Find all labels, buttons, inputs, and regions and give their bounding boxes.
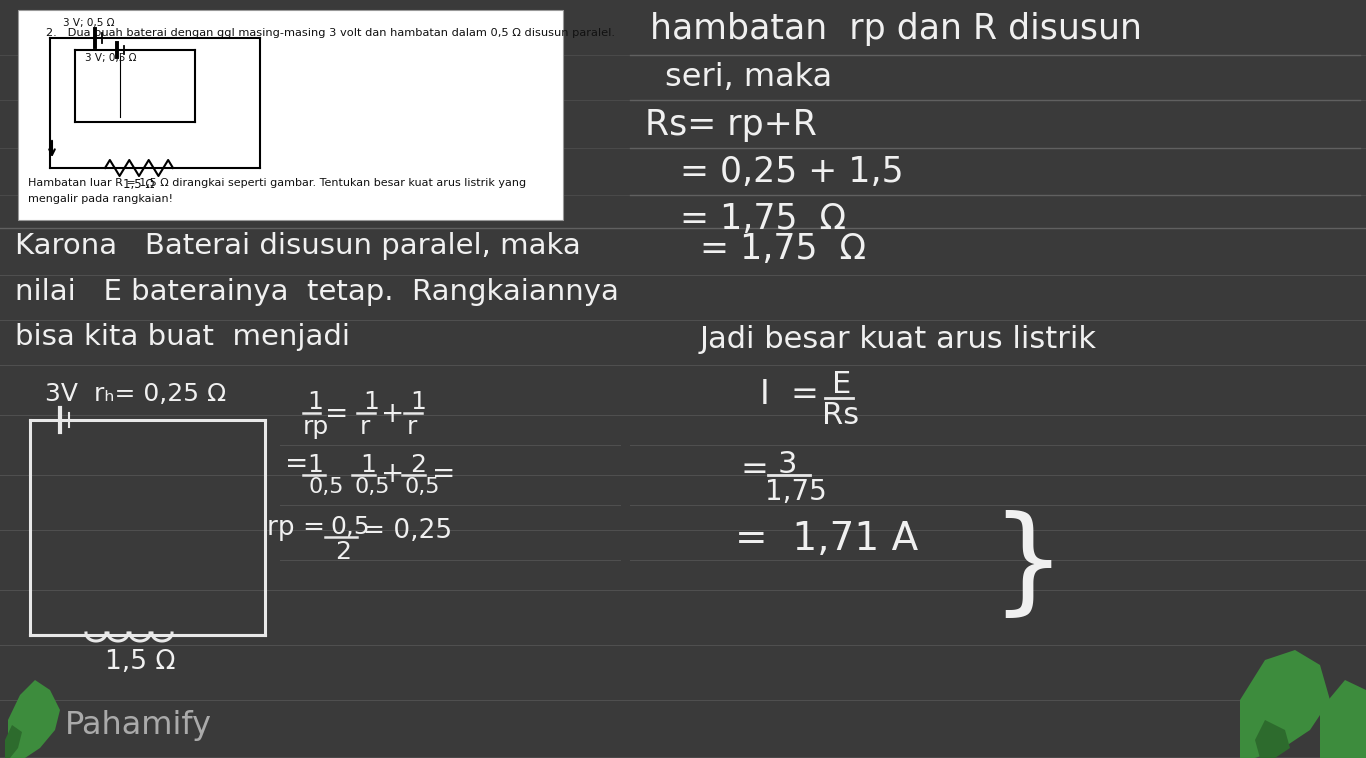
Text: rp: rp [303, 415, 329, 439]
Text: 0,5: 0,5 [307, 477, 343, 497]
Text: I  =: I = [759, 378, 818, 411]
Polygon shape [1255, 720, 1290, 758]
Text: = 0,25 + 1,5: = 0,25 + 1,5 [680, 155, 904, 189]
Text: 3V  rₕ= 0,25 Ω: 3V rₕ= 0,25 Ω [45, 382, 227, 406]
Text: 2: 2 [335, 540, 351, 564]
Text: }: } [990, 510, 1065, 625]
Text: hambatan  rp dan R disusun: hambatan rp dan R disusun [650, 12, 1142, 46]
Text: r: r [407, 415, 418, 439]
Text: =: = [325, 400, 348, 428]
Text: 1: 1 [410, 390, 426, 414]
Text: 1,5 Ω: 1,5 Ω [105, 649, 175, 675]
Text: bisa kita buat  menjadi: bisa kita buat menjadi [15, 323, 350, 351]
Polygon shape [5, 725, 22, 758]
Text: 1,5 Ω: 1,5 Ω [123, 178, 154, 191]
Text: seri, maka: seri, maka [665, 62, 832, 93]
Text: 3: 3 [779, 450, 798, 479]
Text: Hambatan luar R = 1,5 Ω dirangkai seperti gambar. Tentukan besar kuat arus listr: Hambatan luar R = 1,5 Ω dirangkai sepert… [27, 178, 526, 188]
Bar [18, 10, 563, 220]
Text: 3 V; 0,5 Ω: 3 V; 0,5 Ω [85, 53, 137, 63]
Text: 1: 1 [307, 453, 322, 477]
Text: rp =: rp = [266, 515, 325, 541]
Text: +: + [381, 460, 404, 488]
Text: 2: 2 [410, 453, 426, 477]
Text: = 1,75  Ω: = 1,75 Ω [699, 232, 866, 266]
Text: 1: 1 [363, 390, 378, 414]
Text: E: E [832, 370, 851, 399]
Text: =: = [740, 453, 768, 486]
Text: Karona   Baterai disusun paralel, maka: Karona Baterai disusun paralel, maka [15, 232, 581, 260]
Text: 0,5: 0,5 [404, 477, 440, 497]
Polygon shape [1240, 650, 1330, 758]
Text: nilai   E baterainya  tetap.  Rangkaiannya: nilai E baterainya tetap. Rangkaiannya [15, 278, 619, 306]
Polygon shape [1320, 680, 1366, 758]
Text: Pahamify: Pahamify [66, 710, 212, 741]
Text: = 0,25: = 0,25 [363, 518, 452, 544]
Text: 3 V; 0,5 Ω: 3 V; 0,5 Ω [63, 18, 115, 28]
Text: =  1,71 A: = 1,71 A [735, 520, 918, 558]
Polygon shape [8, 680, 60, 758]
Text: r: r [361, 415, 370, 439]
Text: =: = [285, 450, 309, 478]
Text: 1: 1 [361, 453, 376, 477]
Text: =: = [432, 460, 455, 488]
Text: Rs: Rs [822, 401, 859, 430]
Text: 0,5: 0,5 [354, 477, 389, 497]
Text: 1: 1 [307, 390, 322, 414]
Text: 0,5: 0,5 [331, 515, 370, 539]
Text: Jadi besar kuat arus listrik: Jadi besar kuat arus listrik [699, 325, 1097, 354]
Text: = 1,75  Ω: = 1,75 Ω [680, 202, 846, 236]
Text: 1,75: 1,75 [765, 478, 826, 506]
Text: Rs= rp+R: Rs= rp+R [645, 108, 817, 142]
Text: +: + [381, 400, 404, 428]
Text: 2.   Dua buah baterai dengan ggl masing-masing 3 volt dan hambatan dalam 0,5 Ω d: 2. Dua buah baterai dengan ggl masing-ma… [46, 28, 615, 38]
Text: mengalir pada rangkaian!: mengalir pada rangkaian! [27, 194, 173, 204]
